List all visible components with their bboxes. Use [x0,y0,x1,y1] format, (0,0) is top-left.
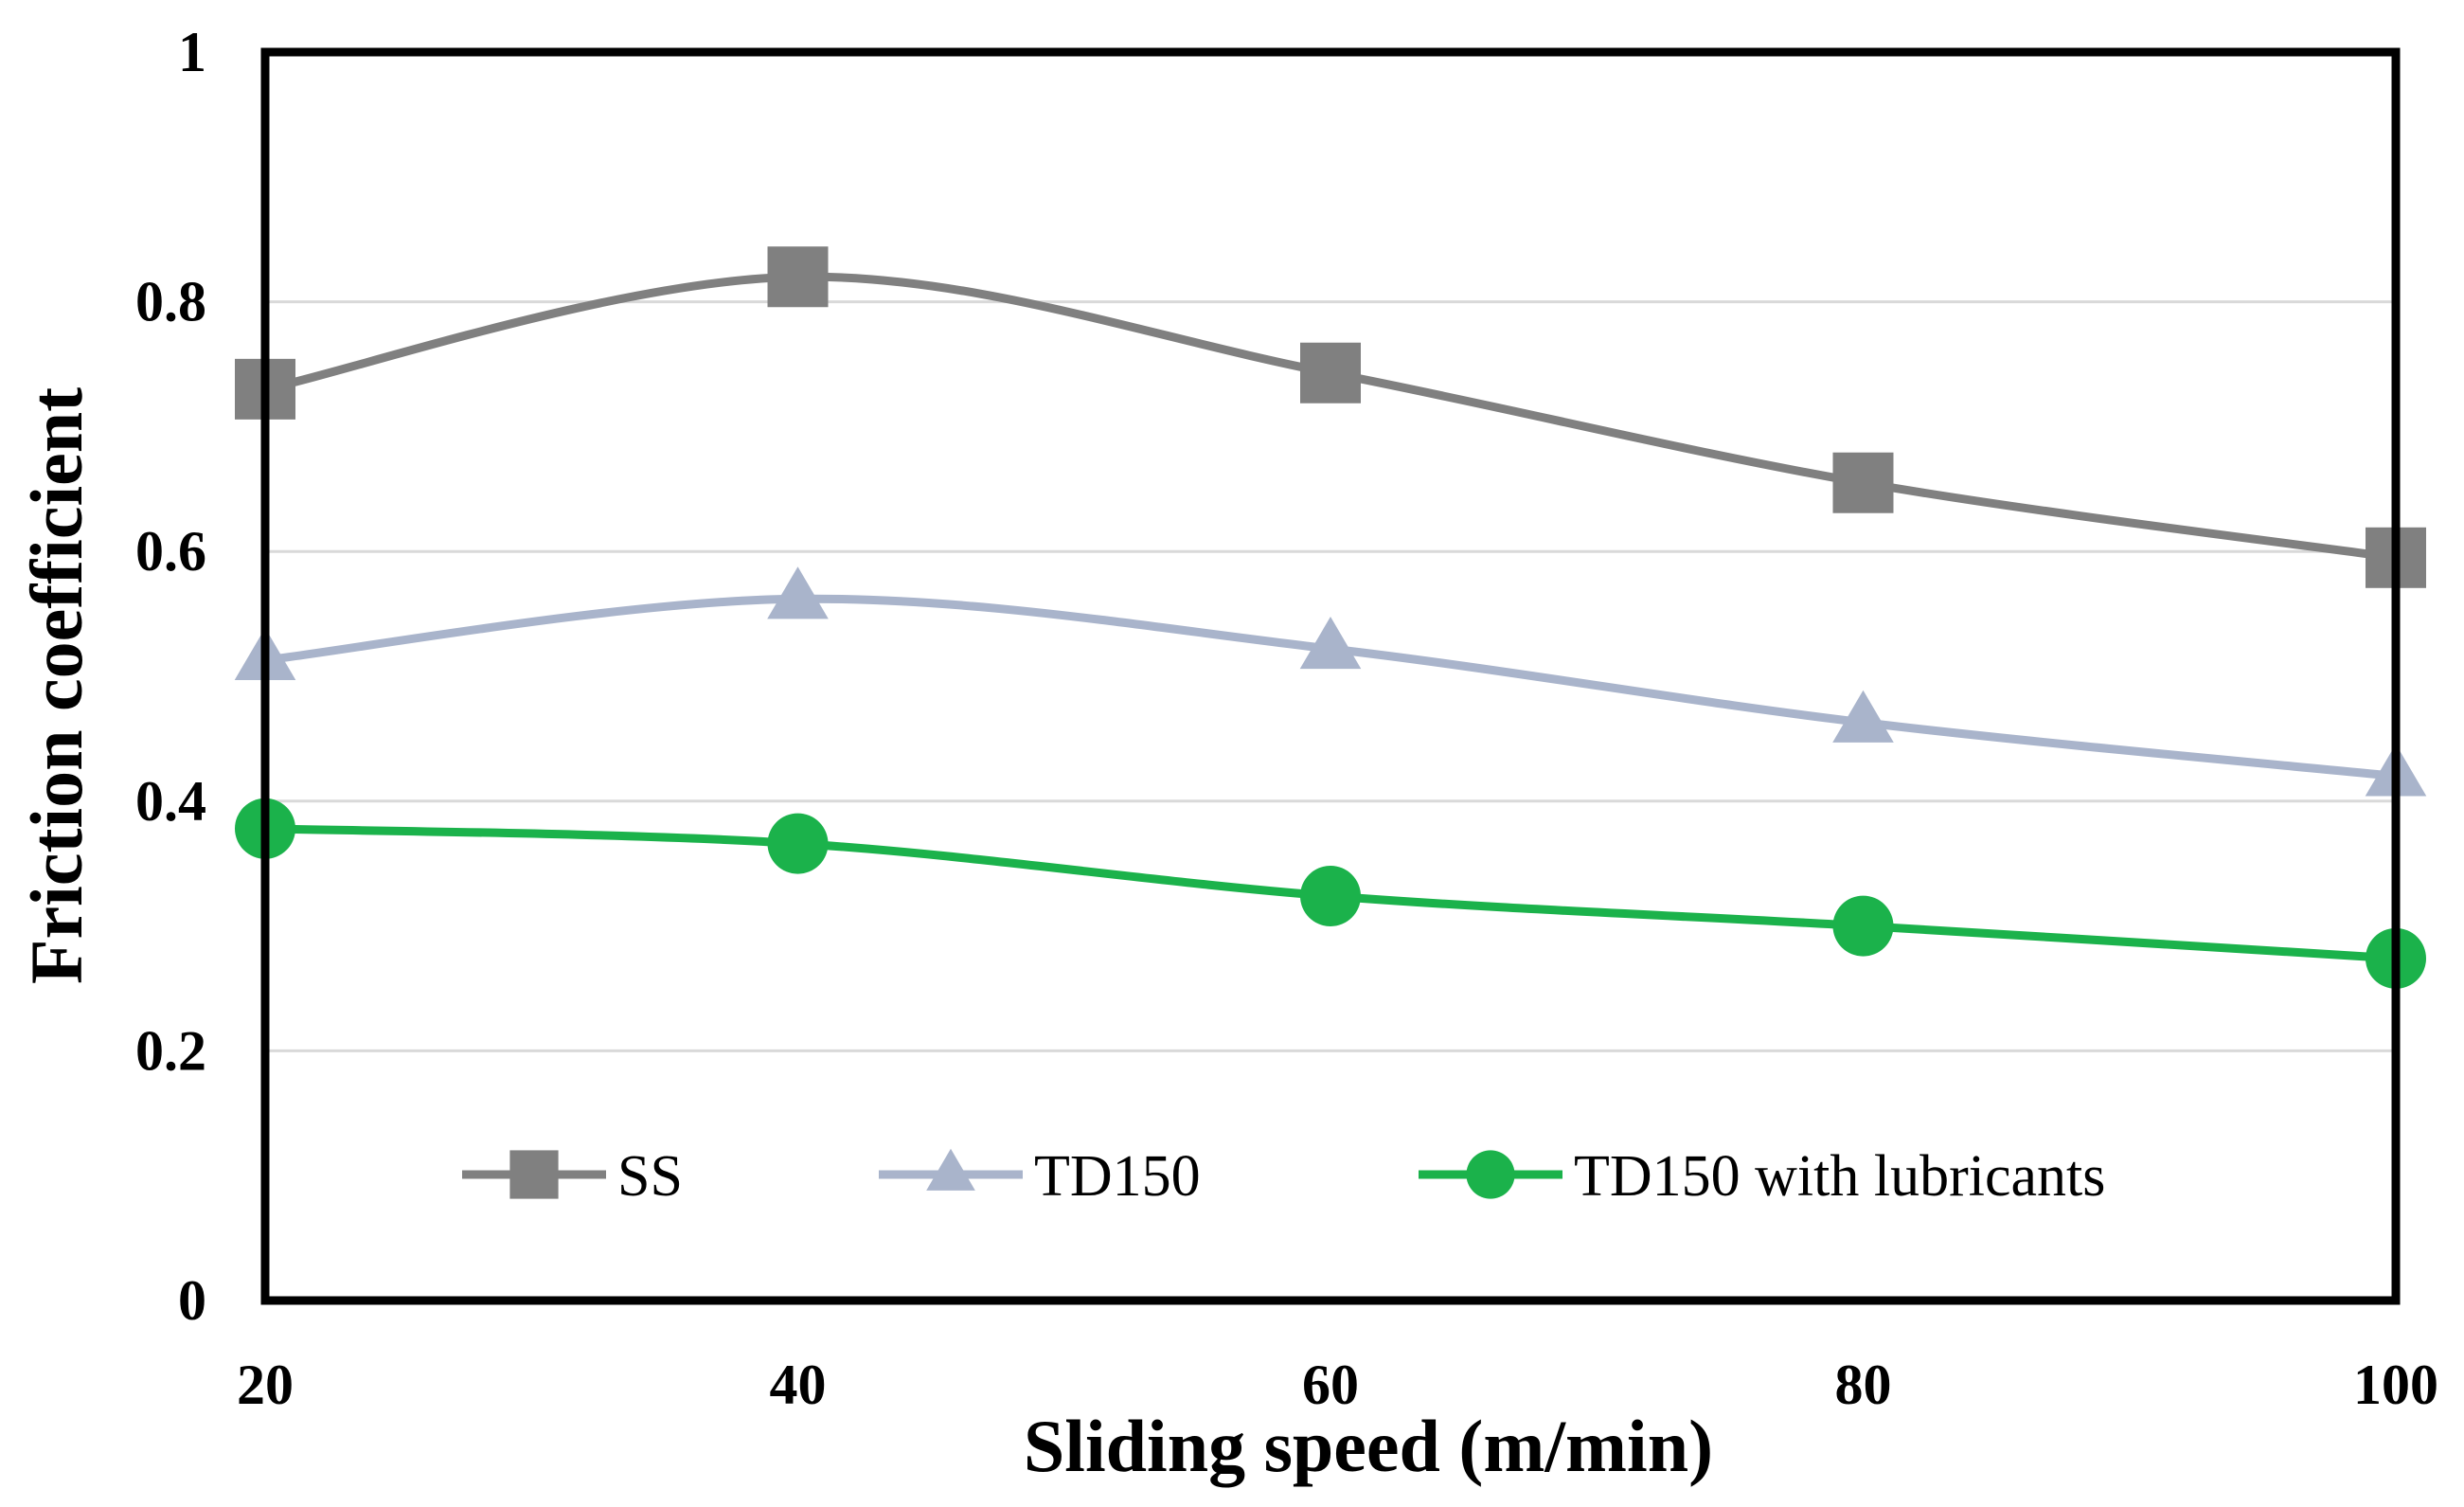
y-tick-label: 0.2 [135,1019,206,1082]
legend-item: SS [462,1144,683,1209]
y-tick-label: 0.4 [135,770,206,833]
plot-frame [260,47,2401,1305]
data-point [767,813,829,874]
series-0 [235,246,2426,588]
legend: SS TD150 TD150 with lubricants [462,1144,2105,1209]
data-point [767,566,829,619]
axis-ticks: 0 0.2 0.4 0.6 0.8 1 20 40 60 80 100 [135,21,2438,1416]
series-2 [235,798,2426,989]
y-tick-label: 0 [178,1269,206,1332]
legend-label: SS [617,1144,683,1209]
legend-marker [1466,1150,1515,1199]
series-1 [234,566,2427,797]
y-tick-label: 0.8 [135,271,206,333]
x-axis-title: Sliding speed (m/min) [1024,1405,1713,1487]
legend-label: TD150 [1034,1144,1201,1209]
legend-marker [509,1150,559,1199]
y-tick-label: 1 [178,21,206,83]
legend-label: TD150 with lubricants [1574,1144,2105,1209]
data-point [1832,452,1894,513]
series-group [234,246,2427,989]
x-tick-label: 20 [237,1354,294,1416]
legend-item: TD150 [879,1144,1201,1209]
legend-marker [926,1148,975,1191]
data-point [1300,865,1361,926]
x-tick-label: 100 [2353,1354,2438,1416]
data-point [1300,342,1361,404]
data-point [767,246,829,308]
x-tick-label: 40 [770,1354,827,1416]
x-tick-label: 60 [1302,1354,1359,1416]
data-point [1832,895,1894,957]
x-tick-label: 80 [1835,1354,1892,1416]
data-point [1832,690,1894,743]
y-tick-label: 0.6 [135,520,206,583]
y-axis-title: Friction coefficient [15,387,98,984]
legend-item: TD150 with lubricants [1419,1144,2105,1209]
data-point [1299,617,1362,670]
